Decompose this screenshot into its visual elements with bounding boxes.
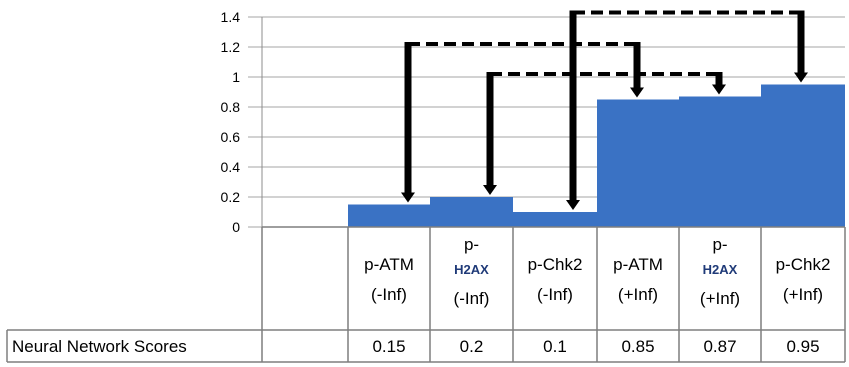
bar — [513, 212, 597, 227]
y-tick-label: 1 — [232, 69, 240, 85]
bracket-arrowhead — [794, 72, 808, 83]
y-tick-label: 0.6 — [221, 129, 241, 145]
series-row-label: Neural Network Scores — [12, 337, 187, 356]
category-label-sub: H2AX — [703, 262, 738, 277]
category-label: p-ATM — [364, 255, 414, 274]
y-tick-label: 0 — [232, 219, 240, 235]
bar — [761, 84, 845, 227]
bar — [597, 99, 679, 227]
category-label-sub: H2AX — [454, 262, 489, 277]
y-axis: 0 0.2 0.4 0.6 0.8 1 1.2 1.4 — [221, 9, 263, 235]
bracket-arrowhead — [401, 192, 415, 203]
significance-bracket — [483, 72, 726, 195]
category-label-line2: (-Inf) — [371, 285, 407, 304]
y-tick-label: 1.2 — [221, 39, 241, 55]
data-label: 0.87 — [703, 337, 736, 356]
category-label-line2: (+Inf) — [700, 289, 740, 308]
bracket-arrowhead — [630, 87, 644, 98]
bar — [430, 197, 513, 227]
category-label: p- — [712, 235, 727, 254]
category-label: p- — [464, 235, 479, 254]
bars — [348, 84, 845, 227]
bracket-arrowhead — [712, 84, 726, 95]
data-label: 0.95 — [786, 337, 819, 356]
category-label-line2: (+Inf) — [783, 285, 823, 304]
bar — [348, 204, 430, 227]
significance-brackets — [401, 10, 808, 210]
data-label: 0.1 — [543, 337, 567, 356]
y-tick-label: 1.4 — [221, 9, 241, 25]
significance-bracket — [566, 10, 808, 210]
y-tick-label: 0.4 — [221, 159, 241, 175]
y-tick-label: 0.2 — [221, 189, 241, 205]
gridlines — [248, 16, 845, 228]
data-label: 0.2 — [460, 337, 484, 356]
bracket-arrowhead — [483, 185, 497, 195]
category-label-line2: (-Inf) — [454, 289, 490, 308]
category-label: p-Chk2 — [528, 255, 583, 274]
category-label: p-Chk2 — [776, 255, 831, 274]
data-label: 0.85 — [621, 337, 654, 356]
data-label: 0.15 — [372, 337, 405, 356]
y-tick-label: 0.8 — [221, 99, 241, 115]
bracket-arrowhead — [566, 200, 580, 210]
significance-bracket — [401, 42, 644, 203]
category-label-line2: (-Inf) — [537, 285, 573, 304]
category-label-line2: (+Inf) — [618, 285, 658, 304]
bar — [679, 96, 761, 227]
data-table: p-ATM (-Inf) 0.15 p- H2AX (-Inf) 0.2 p-Chk2 (-In… — [6, 226, 846, 363]
category-label: p-ATM — [613, 255, 663, 274]
